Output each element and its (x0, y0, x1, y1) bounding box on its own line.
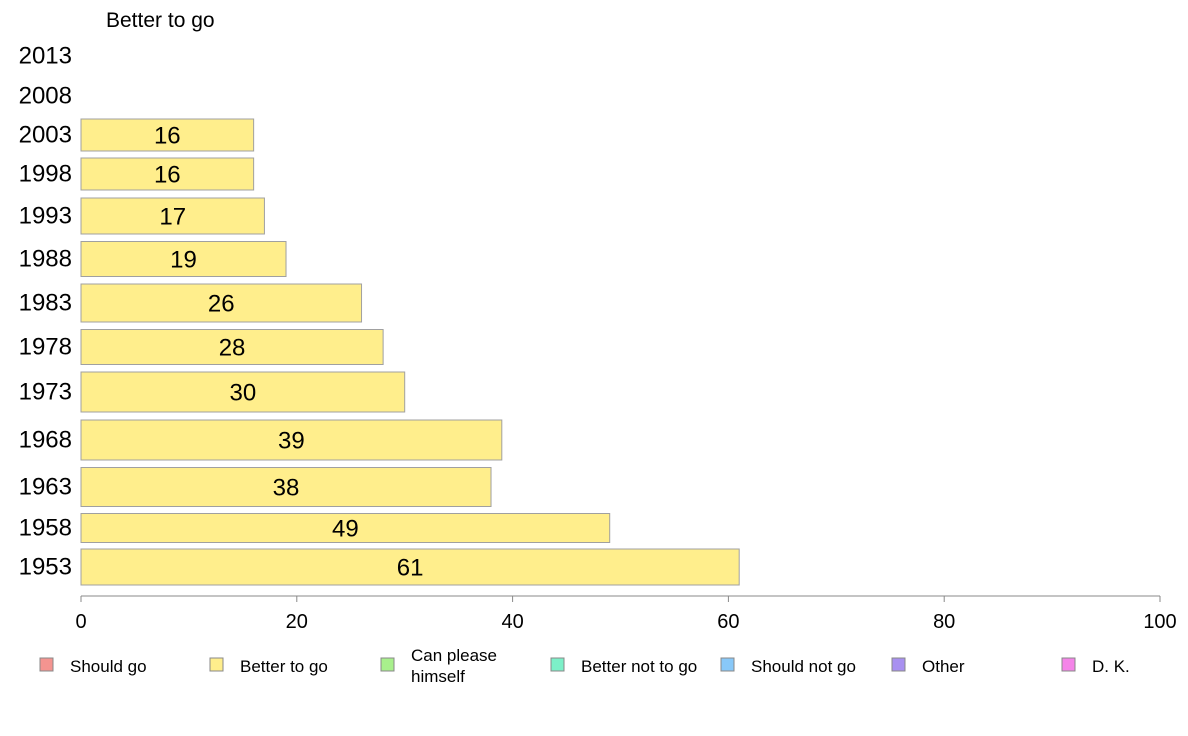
legend-item: D. K. (1061, 657, 1130, 676)
year-label: 2003 (19, 122, 72, 149)
year-label: 1968 (19, 427, 72, 454)
year-label: 1983 (19, 290, 72, 317)
x-tick-label: 60 (717, 611, 739, 633)
year-label: 1963 (19, 474, 72, 501)
bar (80, 467, 492, 507)
legend-label: Better to go (240, 657, 328, 676)
year-label: 1973 (19, 379, 72, 406)
year-label: 1988 (19, 246, 72, 273)
legend-item: Can please himself (380, 646, 497, 686)
legend-label: Should not go (751, 657, 856, 676)
x-tick-label: 80 (933, 611, 955, 633)
year-label: 2008 (19, 83, 72, 110)
bar-value-label: 30 (229, 380, 256, 407)
year-label: 1998 (19, 161, 72, 188)
legend-swatch (550, 657, 565, 672)
legend-swatch (720, 657, 735, 672)
bar (80, 329, 384, 365)
legend-swatch (380, 657, 395, 672)
bar (80, 548, 740, 586)
x-tick-label: 0 (75, 611, 86, 633)
chart-title: Better to go (106, 9, 215, 32)
legend-label: Better not to go (581, 657, 697, 676)
legend-label: Should go (70, 657, 147, 676)
year-label: 1978 (19, 334, 72, 361)
year-label: 1958 (19, 515, 72, 542)
legend: Should go Better to go Can please himself Be… (39, 646, 1130, 686)
bar (80, 157, 255, 191)
bar-value-label: 49 (332, 516, 359, 543)
legend-item: Should not go (720, 657, 856, 676)
bar-value-label: 26 (208, 291, 235, 318)
x-tick-label: 100 (1143, 611, 1176, 633)
bar-value-label: 61 (397, 555, 424, 582)
bar-value-label: 39 (278, 428, 305, 455)
bar (80, 283, 363, 323)
bar (80, 197, 265, 235)
bar (80, 513, 611, 543)
x-tick-label: 20 (286, 611, 308, 633)
x-tick-label: 40 (501, 611, 523, 633)
legend-swatch (1061, 657, 1076, 672)
bar-value-label: 16 (154, 123, 181, 150)
legend-item: Other (891, 657, 965, 676)
legend-label: Can please himself (411, 646, 497, 686)
legend-label: D. K. (1092, 657, 1130, 676)
bar (80, 241, 287, 277)
legend-item: Better not to go (550, 657, 697, 676)
legend-item: Better to go (209, 657, 328, 676)
bar (80, 118, 255, 152)
bar (80, 419, 503, 461)
legend-swatch (891, 657, 906, 672)
x-axis: 0 20 40 60 80 100 (75, 595, 1177, 633)
bar-value-label: 17 (159, 204, 186, 231)
year-label: 1993 (19, 203, 72, 230)
legend-label: Other (922, 657, 965, 676)
bar (80, 371, 406, 413)
bar-value-label: 38 (273, 475, 300, 502)
bar-value-label: 28 (219, 335, 246, 362)
bar-value-label: 16 (154, 162, 181, 189)
bar-value-label: 19 (170, 247, 197, 274)
year-label: 1953 (19, 554, 72, 581)
legend-swatch (39, 657, 54, 672)
bars: 2013 2008 2003 16 1998 16 1993 17 1988 19 1983 26 19… (19, 43, 740, 586)
legend-swatch (209, 657, 224, 672)
legend-item: Should go (39, 657, 147, 676)
year-label: 2013 (19, 43, 72, 70)
